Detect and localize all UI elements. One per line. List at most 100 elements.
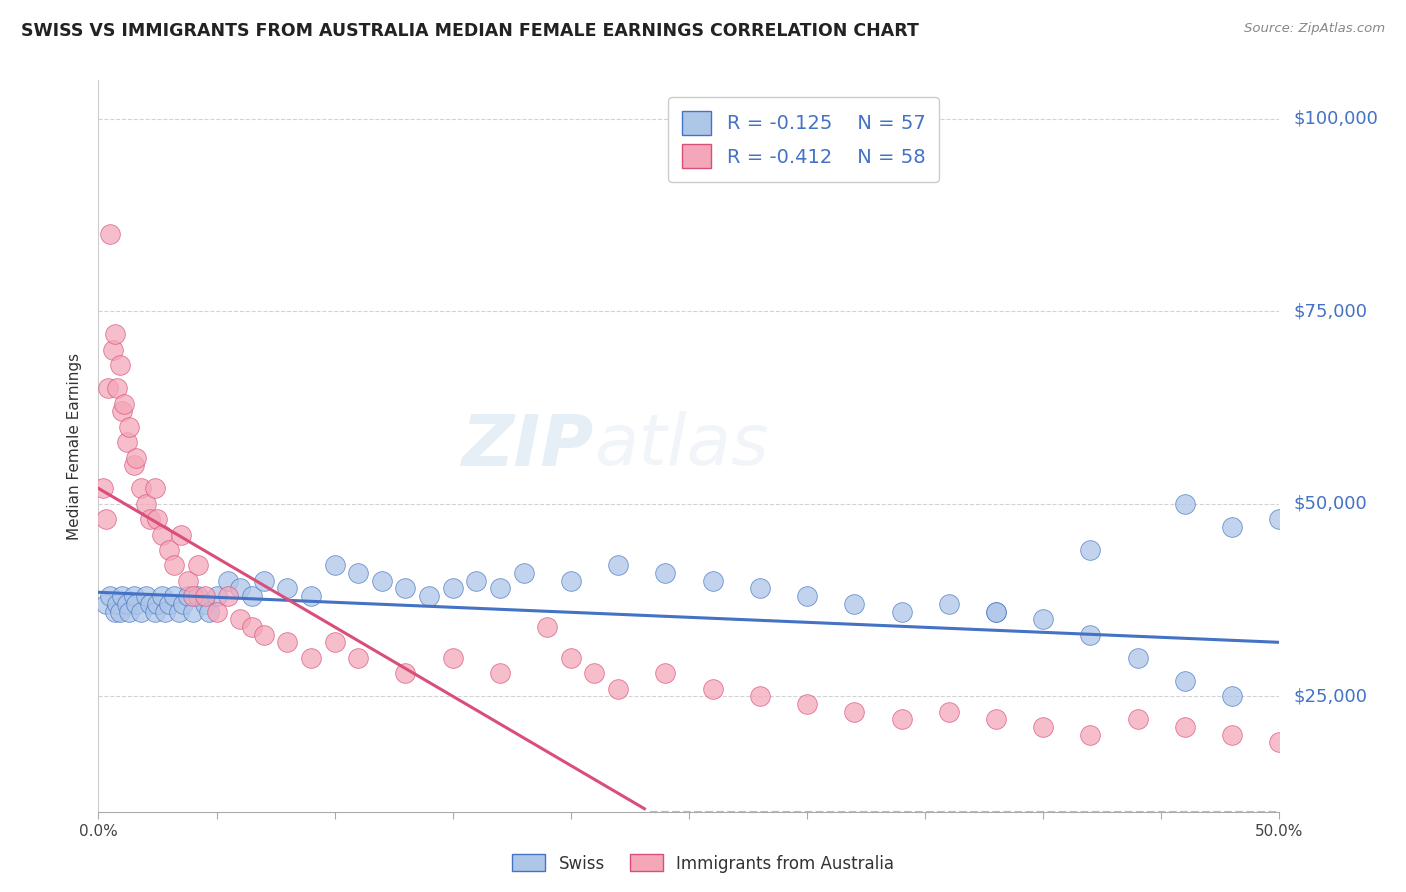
Point (654, 566, 676, 580)
Point (607, 558, 630, 573)
Point (938, 705, 960, 719)
Point (194, 589, 217, 603)
Point (1220, 728, 1243, 742)
Point (560, 574, 582, 588)
Point (465, 574, 488, 588)
Point (299, 650, 322, 665)
Point (91, 481, 114, 495)
Point (111, 404, 134, 418)
Point (111, 589, 134, 603)
Point (104, 605, 127, 619)
Point (1080, 728, 1102, 742)
Point (153, 605, 176, 619)
Point (1032, 612, 1054, 626)
Point (394, 666, 416, 681)
Point (371, 574, 394, 588)
Point (654, 666, 676, 681)
Point (489, 666, 512, 681)
Point (187, 589, 209, 603)
Point (129, 605, 152, 619)
Point (536, 620, 558, 634)
Point (1080, 627, 1102, 641)
Point (129, 481, 152, 495)
Text: atlas: atlas (595, 411, 769, 481)
Point (796, 697, 818, 711)
Point (167, 605, 190, 619)
Text: $25,000: $25,000 (1294, 687, 1368, 706)
Point (105, 597, 128, 611)
Point (205, 589, 228, 603)
Point (135, 497, 157, 511)
Point (118, 419, 141, 434)
Point (118, 605, 141, 619)
Point (98, 589, 121, 603)
Point (938, 597, 960, 611)
Point (177, 589, 200, 603)
Point (98, 227, 121, 242)
Point (146, 597, 169, 611)
Point (181, 605, 204, 619)
Point (108, 605, 131, 619)
Point (135, 589, 157, 603)
Point (702, 681, 724, 696)
Text: $75,000: $75,000 (1294, 302, 1368, 320)
Point (984, 605, 1007, 619)
Point (299, 589, 322, 603)
Point (122, 589, 145, 603)
Text: $100,000: $100,000 (1294, 110, 1378, 128)
Text: ZIP: ZIP (463, 411, 595, 481)
Point (163, 589, 186, 603)
Point (143, 605, 166, 619)
Point (125, 597, 148, 611)
Legend: R = -0.125    N = 57, R = -0.412    N = 58: R = -0.125 N = 57, R = -0.412 N = 58 (668, 97, 939, 182)
Point (104, 327, 127, 342)
Point (276, 582, 298, 596)
Point (1080, 543, 1102, 558)
Point (323, 558, 346, 573)
Point (177, 574, 200, 588)
Point (796, 589, 818, 603)
Point (1268, 512, 1291, 526)
Point (844, 705, 866, 719)
Point (489, 582, 512, 596)
Legend: Swiss, Immigrants from Australia: Swiss, Immigrants from Australia (505, 847, 901, 880)
Point (394, 582, 416, 596)
Point (172, 597, 194, 611)
Point (229, 582, 252, 596)
Point (163, 558, 186, 573)
Point (1174, 497, 1197, 511)
Point (194, 597, 217, 611)
Point (105, 381, 128, 395)
Point (253, 627, 276, 641)
Point (748, 582, 770, 596)
Point (347, 566, 370, 580)
Point (1126, 650, 1149, 665)
Point (1126, 712, 1149, 726)
Point (240, 589, 263, 603)
Point (1268, 735, 1291, 749)
Point (217, 574, 239, 588)
Point (139, 512, 162, 526)
Point (181, 589, 204, 603)
Point (122, 458, 145, 473)
Point (112, 397, 135, 411)
Point (1174, 673, 1197, 688)
Point (157, 543, 180, 558)
Point (170, 527, 193, 541)
Point (1316, 743, 1339, 757)
Point (146, 512, 169, 526)
Point (240, 620, 263, 634)
Text: SWISS VS IMMIGRANTS FROM AUSTRALIA MEDIAN FEMALE EARNINGS CORRELATION CHART: SWISS VS IMMIGRANTS FROM AUSTRALIA MEDIA… (21, 22, 920, 40)
Point (844, 597, 866, 611)
Point (607, 681, 630, 696)
Point (187, 558, 209, 573)
Point (139, 597, 162, 611)
Point (441, 650, 464, 665)
Point (229, 612, 252, 626)
Point (418, 589, 440, 603)
Point (150, 527, 173, 541)
Point (347, 650, 370, 665)
Point (276, 635, 298, 649)
Point (253, 574, 276, 588)
Point (890, 605, 912, 619)
